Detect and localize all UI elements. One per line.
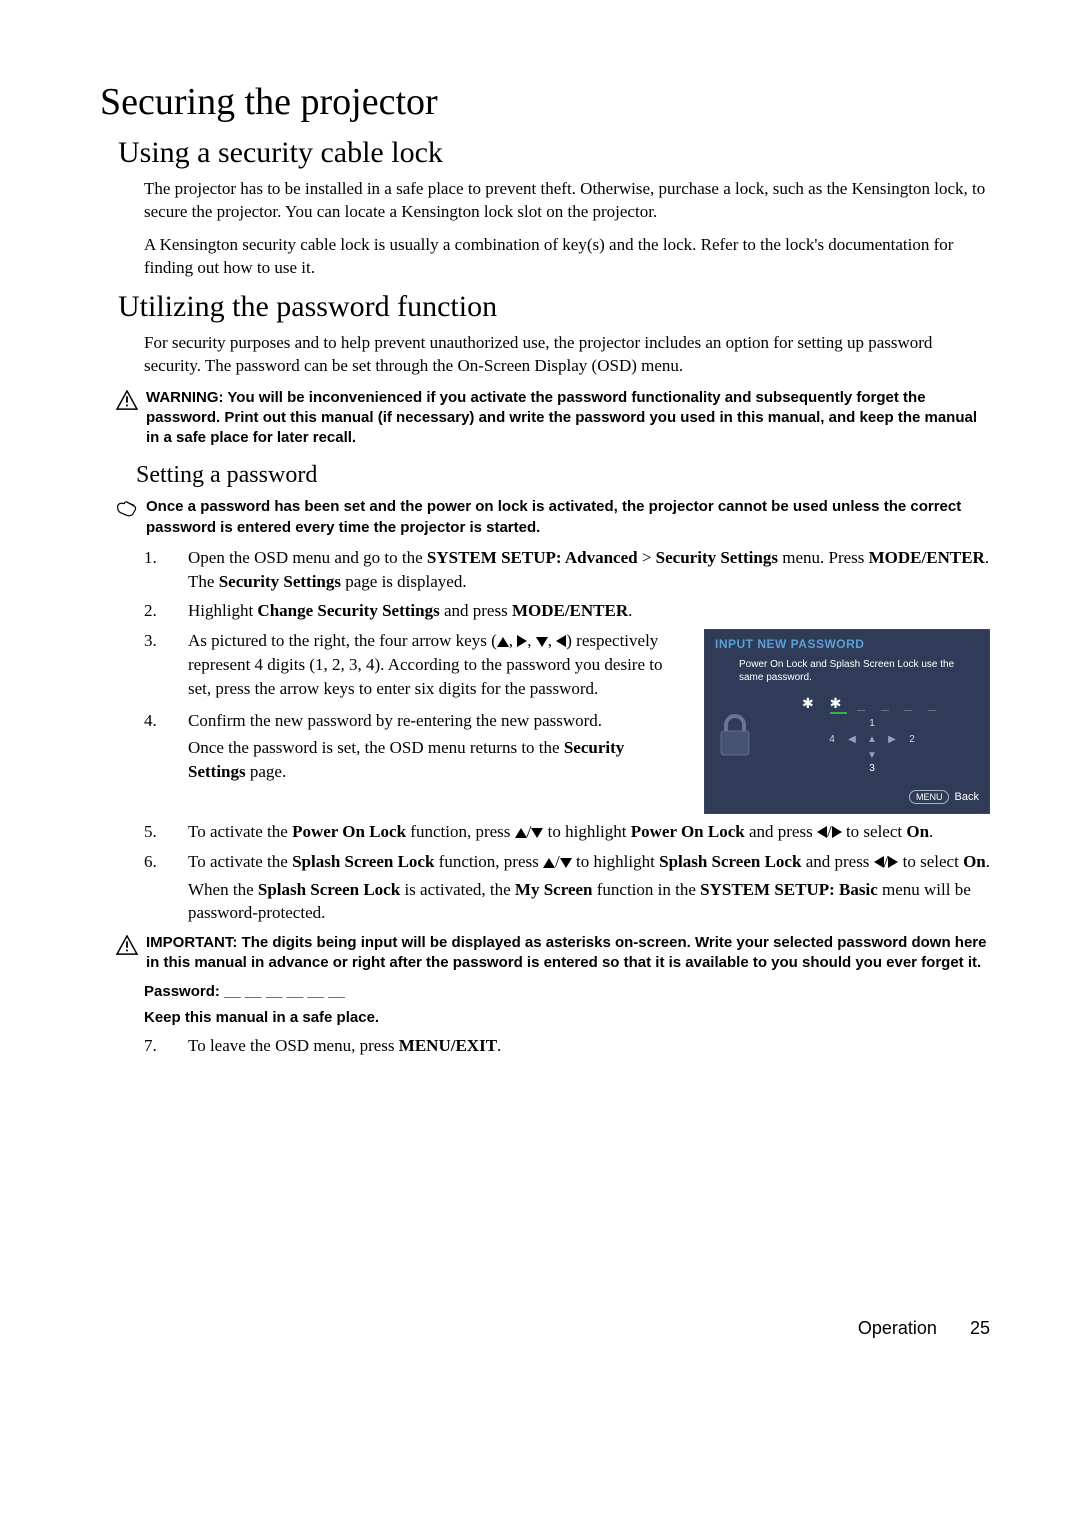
keep-manual-line: Keep this manual in a safe place. xyxy=(144,1008,990,1028)
left-triangle-icon xyxy=(556,635,566,647)
osd-back-label: Back xyxy=(955,791,979,803)
right-triangle-icon xyxy=(888,856,898,868)
osd-title: INPUT NEW PASSWORD xyxy=(715,636,979,653)
list-item: 7. To leave the OSD menu, press MENU/EXI… xyxy=(144,1034,990,1058)
osd-screenshot-figure: INPUT NEW PASSWORD Power On Lock and Spl… xyxy=(704,629,990,814)
step-text: Open the OSD menu and go to the SYSTEM S… xyxy=(188,546,990,594)
step6-sub: When the Splash Screen Lock is activated… xyxy=(188,878,990,926)
warning-icon xyxy=(116,935,138,955)
section-heading-cable-lock: Using a security cable lock xyxy=(118,136,990,170)
list-item: 2. Highlight Change Security Settings an… xyxy=(144,599,990,623)
up-triangle-icon xyxy=(515,828,527,838)
section-heading-password: Utilizing the password function xyxy=(118,290,990,324)
list-item: 1. Open the OSD menu and go to the SYSTE… xyxy=(144,546,990,594)
osd-direction-pad: 1 4◀▲▶2 ▼ xyxy=(765,716,979,764)
password-fill-line: Password: __ __ __ __ __ __ xyxy=(144,982,990,1002)
warning-icon xyxy=(116,390,138,410)
body-text: The projector has to be installed in a s… xyxy=(144,178,990,224)
osd-subtitle: Power On Lock and Splash Screen Lock use… xyxy=(739,659,979,684)
warning-note: WARNING: You will be inconvenienced if y… xyxy=(116,388,990,449)
hand-pointer-icon xyxy=(116,499,138,519)
up-triangle-icon xyxy=(543,858,555,868)
up-triangle-icon xyxy=(497,637,509,647)
step-text: To activate the Splash Screen Lock funct… xyxy=(188,850,990,925)
left-triangle-icon xyxy=(874,856,884,868)
step-number: 7. xyxy=(144,1034,188,1058)
down-triangle-icon xyxy=(531,828,543,838)
page-title: Securing the projector xyxy=(100,80,990,124)
tip-text: Once a password has been set and the pow… xyxy=(146,497,990,538)
step-text: To activate the Power On Lock function, … xyxy=(188,820,990,844)
page-footer: Operation 25 xyxy=(100,1318,990,1339)
list-item: 3. As pictured to the right, the four ar… xyxy=(144,629,990,814)
lock-icon xyxy=(715,711,755,759)
osd-password-entry: ✱ ✱ _ _ _ _ xyxy=(765,694,979,714)
step-text: As pictured to the right, the four arrow… xyxy=(188,629,684,784)
step-number: 1. xyxy=(144,546,188,594)
osd-footer: MENU Back xyxy=(715,790,979,805)
subsection-heading-setting-password: Setting a password xyxy=(136,462,990,489)
list-item: 5. To activate the Power On Lock functio… xyxy=(144,820,990,844)
step-number: 5. xyxy=(144,820,188,844)
step-text: Highlight Change Security Settings and p… xyxy=(188,599,990,623)
tip-note: Once a password has been set and the pow… xyxy=(116,497,990,538)
important-note: IMPORTANT: The digits being input will b… xyxy=(116,933,990,974)
right-triangle-icon xyxy=(517,635,527,647)
step4-inline: 4.Confirm the new password by re-enterin… xyxy=(188,709,684,733)
step-text: To leave the OSD menu, press MENU/EXIT. xyxy=(188,1034,990,1058)
step4-sub: Once the password is set, the OSD menu r… xyxy=(188,736,684,784)
down-triangle-icon xyxy=(560,858,572,868)
down-triangle-icon xyxy=(536,637,548,647)
warning-text: WARNING: You will be inconvenienced if y… xyxy=(146,388,990,449)
osd-menu-button: MENU xyxy=(909,790,950,805)
steps-list: 1. Open the OSD menu and go to the SYSTE… xyxy=(144,546,990,925)
step-number: 6. xyxy=(144,850,188,925)
right-triangle-icon xyxy=(832,826,842,838)
step-number: 2. xyxy=(144,599,188,623)
steps-list-cont: 7. To leave the OSD menu, press MENU/EXI… xyxy=(144,1034,990,1058)
important-text: IMPORTANT: The digits being input will b… xyxy=(146,933,990,974)
footer-page-number: 25 xyxy=(970,1318,990,1338)
body-text: A Kensington security cable lock is usua… xyxy=(144,234,990,280)
list-item: 6. To activate the Splash Screen Lock fu… xyxy=(144,850,990,925)
footer-section-label: Operation xyxy=(858,1318,937,1338)
body-text: For security purposes and to help preven… xyxy=(144,332,990,378)
osd-bottom-num: 3 xyxy=(765,762,979,776)
left-triangle-icon xyxy=(817,826,827,838)
